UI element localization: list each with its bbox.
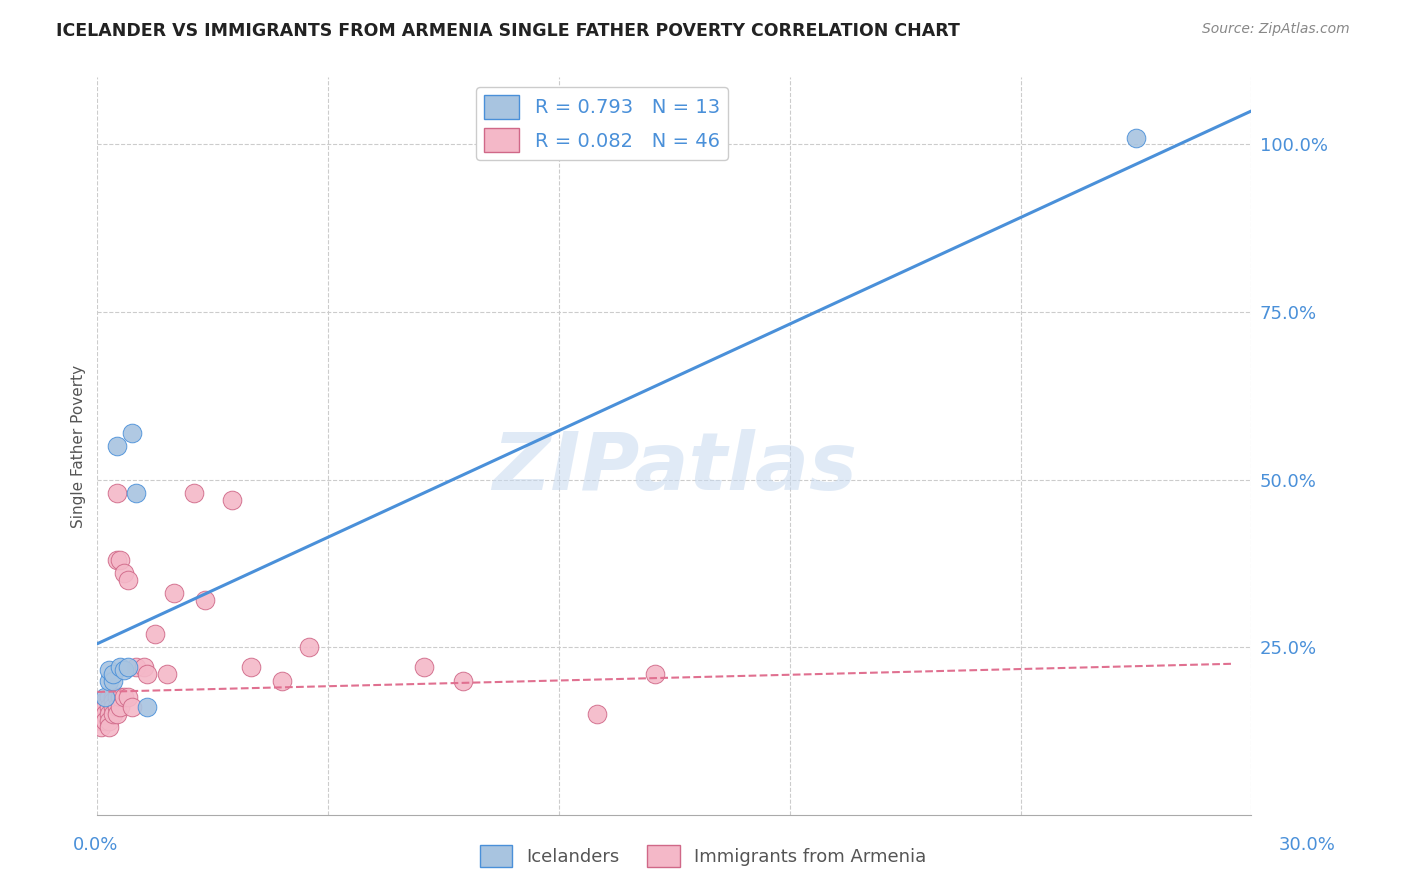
Point [94,706,117,721]
Text: 30.0%: 30.0% [1279,836,1336,854]
Point [112,664,135,678]
Point [101,690,124,705]
Text: ICELANDER VS IMMIGRANTS FROM ARMENIA SINGLE FATHER POVERTY CORRELATION CHART: ICELANDER VS IMMIGRANTS FROM ARMENIA SIN… [56,22,960,40]
Text: ZIPatlas: ZIPatlas [492,429,856,508]
Point [110,700,132,714]
Point [121,700,143,714]
Legend: R = 0.793   N = 13, R = 0.082   N = 46: R = 0.793 N = 13, R = 0.082 N = 46 [477,87,727,160]
Point [101,700,124,714]
Point [97,690,120,705]
Point [97,706,120,721]
Point [112,566,135,581]
Point [90,700,112,714]
Point [101,693,124,707]
Point [132,660,155,674]
Point [136,700,159,714]
Point [644,666,666,681]
Point [105,439,128,453]
Point [271,673,294,688]
Point [183,486,205,500]
Point [97,664,120,678]
Point [101,706,124,721]
Point [1125,130,1147,145]
Text: 0.0%: 0.0% [73,836,118,854]
Point [101,666,124,681]
Point [240,660,263,674]
Point [105,690,128,705]
Point [117,690,139,705]
Point [94,714,117,728]
Legend: Icelanders, Immigrants from Armenia: Icelanders, Immigrants from Armenia [472,838,934,874]
Point [143,626,166,640]
Point [155,666,177,681]
Y-axis label: Single Father Poverty: Single Father Poverty [72,365,86,527]
Point [105,700,128,714]
Point [110,690,132,705]
Point [101,673,124,688]
Point [586,706,609,721]
Point [117,573,139,587]
Point [163,586,186,600]
Point [90,721,112,735]
Point [125,486,148,500]
Point [105,553,128,567]
Point [97,700,120,714]
Point [94,693,117,707]
Point [413,660,436,674]
Point [110,553,132,567]
Point [97,714,120,728]
Point [94,700,117,714]
Point [110,660,132,674]
Point [97,673,120,688]
Point [121,425,143,440]
Point [112,690,135,705]
Point [90,706,112,721]
Point [136,666,159,681]
Point [90,714,112,728]
Point [194,593,217,607]
Point [117,660,139,674]
Point [125,660,148,674]
Point [105,706,128,721]
Point [94,690,117,705]
Point [97,721,120,735]
Point [105,486,128,500]
Point [298,640,321,654]
Point [451,673,474,688]
Text: Source: ZipAtlas.com: Source: ZipAtlas.com [1202,22,1350,37]
Point [221,492,243,507]
